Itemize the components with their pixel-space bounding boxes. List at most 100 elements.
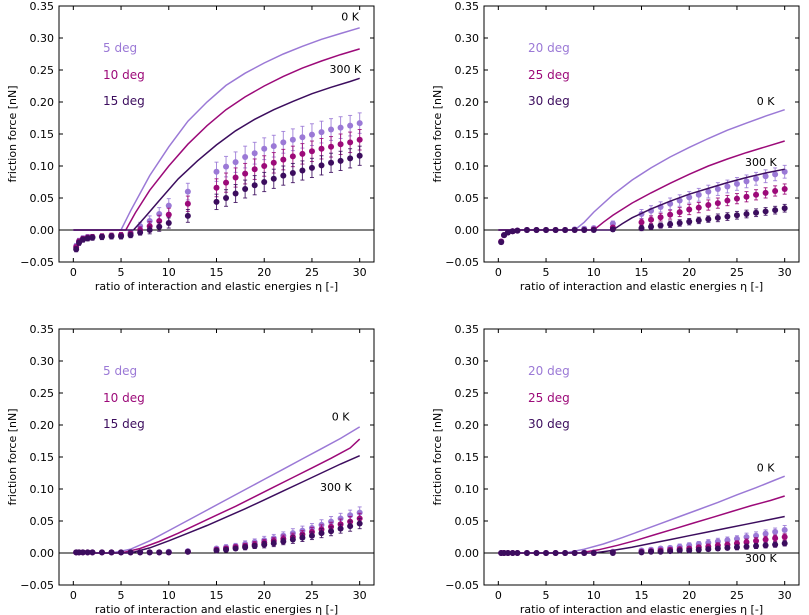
data-point xyxy=(338,526,344,532)
data-point xyxy=(357,153,363,159)
y-tick-label: 0.25 xyxy=(30,64,55,77)
data-point xyxy=(233,546,239,552)
data-point xyxy=(280,139,286,145)
data-point xyxy=(242,154,248,160)
y-tick-label: 0.30 xyxy=(455,355,480,368)
y-tick-label: 0.35 xyxy=(30,0,55,13)
data-point xyxy=(99,234,105,240)
y-tick-label: 0.30 xyxy=(30,32,55,45)
x-tick-label: 15 xyxy=(635,589,649,602)
data-point xyxy=(166,212,172,218)
data-point xyxy=(290,153,296,159)
y-tick-label: 0.00 xyxy=(30,547,55,560)
data-point xyxy=(309,165,315,171)
panel-top-right: 0 5 10 15 20 25 30−0.050.000.050.100.150.200.2… xyxy=(431,0,799,293)
data-point xyxy=(347,139,353,145)
x-tick-label: 20 xyxy=(257,266,271,279)
data-point xyxy=(271,160,277,166)
data-point xyxy=(214,199,220,205)
x-tick-label: 10 xyxy=(587,266,601,279)
data-point xyxy=(357,137,363,143)
x-tick-label: 15 xyxy=(210,266,224,279)
data-point xyxy=(109,233,115,239)
data-point xyxy=(309,533,315,539)
data-point xyxy=(280,173,286,179)
legend-entry: 10 deg xyxy=(103,68,145,82)
data-point xyxy=(89,235,95,241)
annotation-label: 300 K xyxy=(330,63,362,76)
data-point xyxy=(338,125,344,131)
legend-entry: 30 deg xyxy=(528,417,570,431)
y-tick-label: 0.25 xyxy=(455,64,480,77)
x-tick-label: 5 xyxy=(118,266,125,279)
y-tick-label: 0.35 xyxy=(455,0,480,13)
data-point xyxy=(734,196,740,202)
y-axis-label: friction force [nN] xyxy=(6,85,19,182)
data-point xyxy=(715,200,721,206)
data-point xyxy=(185,213,191,219)
y-tick-label: 0.20 xyxy=(30,96,55,109)
data-point xyxy=(328,144,334,150)
data-point xyxy=(233,191,239,197)
data-point xyxy=(705,546,711,552)
data-point xyxy=(782,527,788,533)
data-point xyxy=(185,549,191,555)
y-tick-label: 0.00 xyxy=(455,224,480,237)
x-tick-label: 10 xyxy=(587,589,601,602)
data-point xyxy=(309,148,315,154)
data-point xyxy=(319,146,325,152)
y-tick-label: 0.10 xyxy=(455,160,480,173)
data-point xyxy=(734,181,740,187)
x-tick-label: 20 xyxy=(257,589,271,602)
y-tick-label: 0.20 xyxy=(455,419,480,432)
data-point xyxy=(328,127,334,133)
data-point xyxy=(338,158,344,164)
y-tick-label: 0.30 xyxy=(30,355,55,368)
legend-entry: 15 deg xyxy=(103,417,145,431)
x-tick-label: 25 xyxy=(305,589,319,602)
data-point xyxy=(242,186,248,192)
data-point xyxy=(667,221,673,227)
x-tick-label: 30 xyxy=(778,266,792,279)
data-point xyxy=(271,540,277,546)
data-point xyxy=(696,547,702,553)
data-point xyxy=(744,194,750,200)
y-tick-label: 0.10 xyxy=(30,160,55,173)
data-point xyxy=(223,180,229,186)
legend-entry: 30 deg xyxy=(528,94,570,108)
data-point xyxy=(772,529,778,535)
data-point xyxy=(705,216,711,222)
data-point xyxy=(242,544,248,550)
legend-entry: 5 deg xyxy=(103,41,137,55)
annotation-label: 300 K xyxy=(745,552,777,565)
data-point xyxy=(753,210,759,216)
legend-entry: 5 deg xyxy=(103,364,137,378)
data-point xyxy=(252,166,258,172)
data-point xyxy=(686,547,692,553)
data-point xyxy=(753,192,759,198)
y-tick-label: 0.00 xyxy=(30,224,55,237)
y-tick-label: 0.15 xyxy=(455,451,480,464)
data-point xyxy=(147,549,153,555)
data-point xyxy=(290,537,296,543)
x-tick-label: 30 xyxy=(778,589,792,602)
data-point xyxy=(261,179,267,185)
x-tick-label: 10 xyxy=(162,589,176,602)
data-point xyxy=(705,202,711,208)
data-point xyxy=(658,549,664,555)
legend-entry: 15 deg xyxy=(103,94,145,108)
y-tick-label: −0.05 xyxy=(20,579,54,592)
data-point xyxy=(299,151,305,157)
y-tick-label: −0.05 xyxy=(445,579,479,592)
y-tick-label: 0.05 xyxy=(30,515,55,528)
data-point xyxy=(639,549,645,555)
y-tick-label: 0.15 xyxy=(30,451,55,464)
y-axis-label: friction force [nN] xyxy=(6,408,19,505)
data-point xyxy=(724,183,730,189)
panel-top-left: 0 5 10 15 20 25 30−0.050.000.050.100.150.200.2… xyxy=(6,0,374,293)
x-tick-label: 15 xyxy=(635,266,649,279)
data-point xyxy=(753,543,759,549)
y-tick-label: 0.30 xyxy=(455,32,480,45)
data-point xyxy=(290,170,296,176)
data-point xyxy=(271,176,277,182)
